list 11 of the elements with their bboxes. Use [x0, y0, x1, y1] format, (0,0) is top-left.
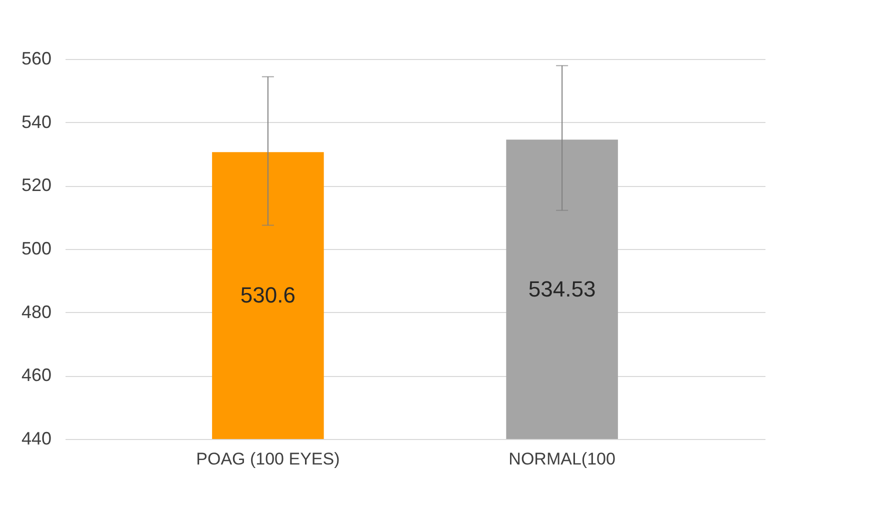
x-tick-label: POAG (100 EYES)	[196, 450, 340, 468]
y-tick-label: 560	[21, 48, 52, 68]
y-tick-label: 480	[21, 302, 52, 322]
y-tick-label: 440	[21, 428, 52, 448]
data-label: 530.6	[240, 282, 296, 308]
y-tick-label: 500	[21, 238, 52, 258]
data-label: 534.53	[528, 276, 596, 302]
x-tick-label: NORMAL(100	[508, 450, 616, 468]
y-tick-label: 460	[21, 365, 52, 386]
y-tick-label: 540	[21, 112, 52, 132]
y-tick-label: 520	[21, 175, 52, 196]
